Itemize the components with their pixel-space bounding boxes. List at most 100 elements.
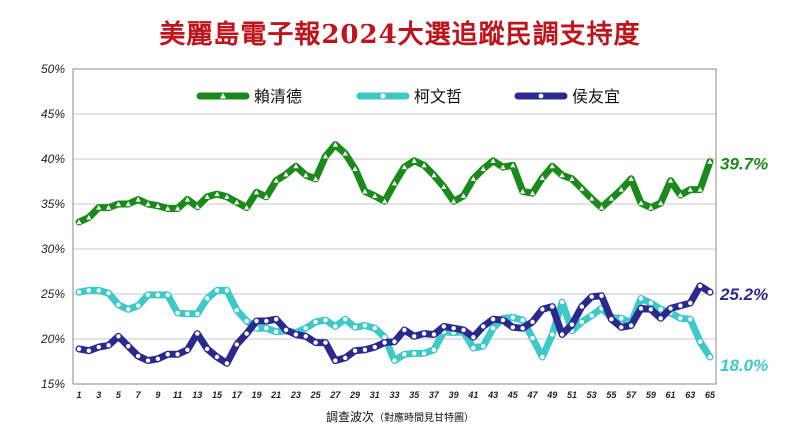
data-point	[412, 334, 417, 339]
data-point	[185, 311, 190, 316]
data-point	[609, 317, 614, 322]
data-point	[589, 313, 594, 318]
data-point	[549, 163, 555, 169]
legend-label: 賴清德	[254, 87, 302, 106]
data-point	[86, 288, 92, 293]
x-tick-label: 7	[136, 390, 142, 400]
data-point	[116, 302, 121, 307]
x-tick-label: 37	[429, 390, 440, 400]
data-point	[589, 196, 595, 201]
data-point	[185, 347, 190, 352]
data-point	[451, 198, 457, 204]
data-point	[313, 319, 318, 325]
data-point	[677, 192, 684, 198]
y-tick-label: 25%	[40, 287, 65, 301]
data-point	[658, 200, 664, 206]
data-point	[214, 354, 220, 360]
data-point	[539, 175, 545, 180]
series-3	[75, 282, 714, 367]
data-point	[224, 194, 230, 199]
x-axis-label: 調查波次（對應時間見甘特圖）	[0, 408, 800, 425]
data-point	[283, 171, 289, 177]
data-point	[500, 317, 506, 323]
x-tick-label: 55	[606, 390, 617, 400]
data-point	[421, 351, 427, 356]
data-point	[362, 347, 368, 352]
x-tick-label: 49	[546, 390, 557, 400]
data-point	[490, 326, 496, 331]
data-point	[510, 162, 516, 168]
data-point	[234, 308, 239, 313]
x-tick-label: 3	[96, 390, 101, 400]
data-point	[382, 340, 387, 345]
data-point	[86, 214, 92, 220]
data-point	[688, 317, 693, 322]
y-tick-label: 30%	[41, 242, 65, 256]
legend-item: 柯文哲	[356, 87, 462, 106]
data-point	[352, 325, 358, 330]
data-point	[115, 201, 122, 207]
data-point	[500, 164, 506, 170]
data-point	[697, 187, 703, 192]
data-point	[392, 358, 397, 363]
data-point	[135, 303, 141, 308]
data-point	[579, 304, 585, 309]
data-point	[96, 288, 101, 293]
data-point	[707, 159, 713, 164]
data-point	[569, 322, 575, 327]
data-point	[402, 327, 407, 333]
x-tick-label: 59	[646, 390, 656, 400]
end-value-label: 25.2%	[719, 285, 768, 304]
legend-item: 侯友宜	[514, 87, 620, 106]
data-point	[441, 324, 446, 329]
data-point	[333, 324, 338, 329]
data-point	[412, 351, 417, 356]
x-tick-label: 51	[567, 390, 577, 400]
data-point	[638, 200, 644, 206]
data-point	[540, 354, 545, 360]
data-point	[559, 332, 565, 337]
data-point	[175, 352, 180, 357]
x-tick-label: 53	[587, 390, 597, 400]
data-point	[530, 319, 535, 325]
legend-marker	[538, 93, 544, 99]
x-tick-label: 61	[666, 390, 676, 400]
x-tick-label: 29	[349, 390, 360, 400]
x-tick-label: 57	[626, 390, 637, 400]
legend-label: 柯文哲	[414, 87, 462, 106]
data-point	[195, 331, 200, 336]
data-point	[76, 290, 82, 295]
x-tick-label: 33	[389, 390, 399, 400]
data-point	[382, 335, 387, 340]
data-point	[155, 292, 161, 298]
y-tick-label: 45%	[41, 107, 65, 121]
data-point	[638, 296, 644, 301]
data-point	[382, 198, 388, 204]
data-point	[520, 317, 525, 323]
data-point	[510, 325, 516, 330]
data-point	[579, 186, 585, 191]
data-point	[303, 334, 308, 339]
data-point	[431, 172, 437, 178]
data-point	[174, 205, 181, 211]
data-point	[264, 326, 269, 331]
data-point	[224, 288, 230, 293]
data-point	[76, 346, 82, 352]
data-point	[263, 194, 269, 199]
data-point	[471, 345, 476, 351]
data-point	[106, 290, 111, 296]
data-point	[293, 332, 299, 337]
data-point	[214, 191, 220, 197]
data-point	[323, 340, 328, 345]
data-point	[441, 184, 447, 189]
data-point	[254, 318, 259, 324]
data-point	[303, 172, 309, 178]
x-tick-label: 47	[527, 390, 539, 400]
data-point	[293, 163, 299, 169]
data-point	[165, 352, 170, 357]
data-point	[619, 316, 624, 321]
legend-marker	[220, 93, 226, 99]
data-point	[145, 201, 151, 207]
y-tick-label: 35%	[41, 197, 65, 211]
data-point	[184, 196, 191, 202]
